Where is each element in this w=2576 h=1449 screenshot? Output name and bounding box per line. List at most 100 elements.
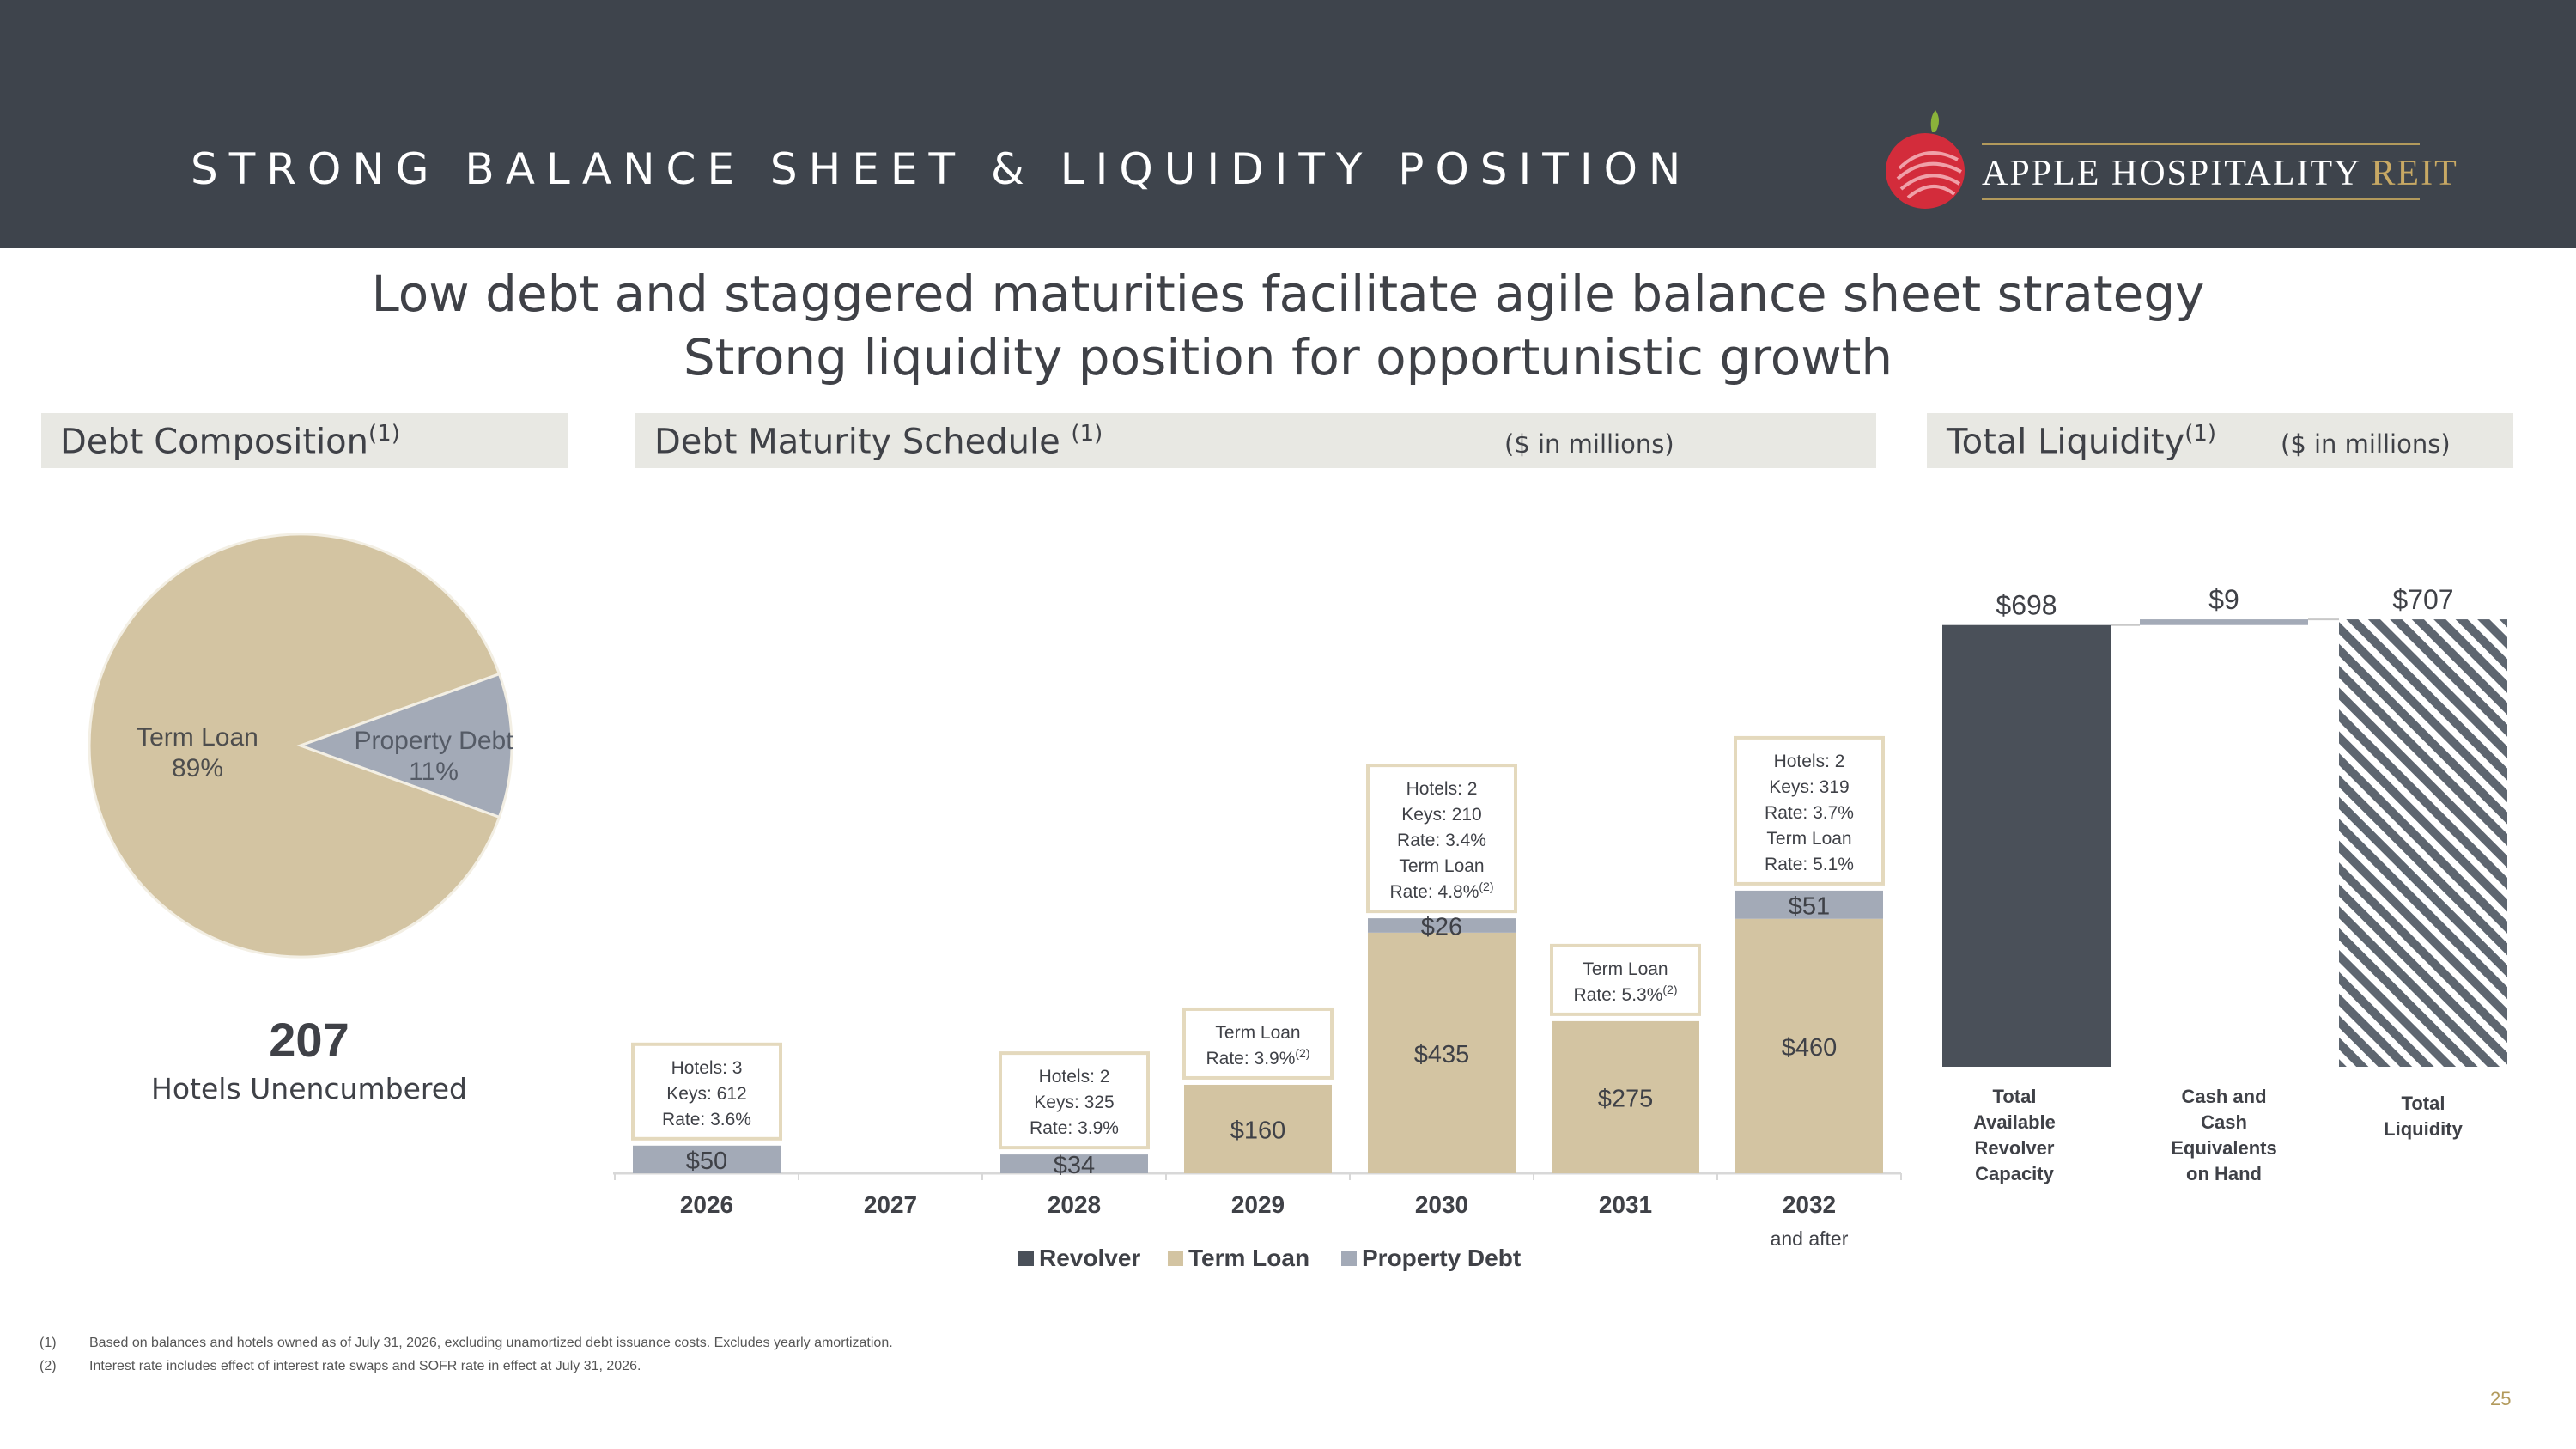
annotation-line: Hotels: 2 bbox=[1406, 779, 1478, 799]
liquidity-category-label: Available bbox=[1973, 1111, 2056, 1133]
liquidity-category-label: Equivalents bbox=[2171, 1137, 2276, 1159]
liquidity-unit: ($ in millions) bbox=[2281, 429, 2451, 459]
annotation-line: Rate: 4.8%(2) bbox=[1389, 880, 1493, 902]
annotation-line: Hotels: 3 bbox=[671, 1058, 743, 1078]
x-tick-label-2027: 2027 bbox=[864, 1191, 917, 1218]
panel-title-composition: Debt Composition(1) bbox=[60, 421, 400, 462]
annotation-line: Keys: 210 bbox=[1401, 805, 1481, 825]
liquidity-bar-1 bbox=[2140, 619, 2308, 625]
annotation-line: Keys: 319 bbox=[1769, 777, 1849, 797]
legend-label-1: Term Loan bbox=[1188, 1245, 1309, 1271]
unencumbered-count: 207 bbox=[269, 1013, 349, 1067]
chart-legend: Revolver Term Loan Property Debt bbox=[1018, 1245, 1521, 1271]
brand-rule-bottom bbox=[1982, 198, 2420, 200]
liquidity-value-label-0: $698 bbox=[1996, 590, 2057, 621]
footnote-2-number: (2) bbox=[39, 1359, 57, 1373]
x-tick-label-2030: 2030 bbox=[1415, 1191, 1468, 1218]
annotation-line: Keys: 325 bbox=[1034, 1093, 1114, 1112]
bar-value-label: $160 bbox=[1230, 1117, 1286, 1144]
annotation-box bbox=[631, 1042, 782, 1141]
annotation-line: Keys: 612 bbox=[666, 1084, 746, 1104]
liquidity-category-label: Total bbox=[1993, 1086, 2037, 1107]
annotation-line: Term Loan bbox=[1215, 1023, 1300, 1043]
annotation-line: Term Loan bbox=[1766, 829, 1851, 849]
debt-maturity-chart: $50 2026 2027 $34 2028 $160 2029 $435 $26 2030 $27… bbox=[613, 735, 1902, 1271]
x-tick-label-2026: 2026 bbox=[680, 1191, 733, 1218]
x-tick-label-2031: 2031 bbox=[1599, 1191, 1652, 1218]
pie-label-0: Term Loan bbox=[137, 723, 258, 752]
annotation-2029: Term Loan Rate: 3.9%(2) bbox=[1182, 1007, 1334, 1080]
page-title: STRONG BALANCE SHEET & LIQUIDITY POSITIO… bbox=[191, 144, 1692, 194]
panel-header-composition bbox=[41, 413, 568, 468]
liquidity-value-label-2: $707 bbox=[2392, 584, 2453, 615]
annotation-2032: Hotels: 2 Keys: 319 Rate: 3.7% Term Loan Rat… bbox=[1734, 735, 1885, 886]
bar-property-debt-2026 bbox=[633, 1145, 781, 1173]
annotation-box bbox=[1182, 1007, 1334, 1080]
annotation-line: Rate: 5.3%(2) bbox=[1573, 983, 1677, 1005]
bar-term-loan-2029 bbox=[1184, 1084, 1332, 1173]
x-tick-sublabel: and after bbox=[1771, 1227, 1849, 1250]
annotation-line: Term Loan bbox=[1583, 959, 1668, 979]
annotation-2030: Hotels: 2 Keys: 210 Rate: 3.4% Term Loan Rat… bbox=[1366, 764, 1517, 914]
bar-term-loan-2030 bbox=[1368, 932, 1516, 1173]
panel-header-maturity bbox=[635, 413, 1876, 468]
headline-line-2: Strong liquidity position for opportunis… bbox=[683, 328, 1893, 387]
pie-label-1: Property Debt bbox=[354, 727, 513, 755]
x-tick-label-2028: 2028 bbox=[1048, 1191, 1101, 1218]
liquidity-category-label: on Hand bbox=[2186, 1163, 2262, 1184]
legend-swatch-0 bbox=[1018, 1251, 1034, 1266]
annotation-2026: Hotels: 3 Keys: 612 Rate: 3.6% bbox=[631, 1042, 782, 1141]
brand-wordmark: APPLE HOSPITALITY REIT bbox=[1982, 153, 2458, 194]
bar-property-debt-2030 bbox=[1368, 918, 1516, 933]
liquidity-bar-2 bbox=[2339, 619, 2507, 1067]
unencumbered-caption: Hotels Unencumbered bbox=[151, 1072, 467, 1105]
annotation-line: Rate: 3.6% bbox=[662, 1110, 751, 1129]
brand-rule-top bbox=[1982, 143, 2420, 145]
annotation-2028: Hotels: 2 Keys: 325 Rate: 3.9% bbox=[999, 1051, 1150, 1150]
bar-term-loan-2032 bbox=[1735, 918, 1883, 1173]
panel-title-maturity: Debt Maturity Schedule (1) bbox=[654, 421, 1103, 462]
total-liquidity-chart: $698 Total Available Revolver Capacity $9 Cash… bbox=[1942, 584, 2507, 1184]
x-tick-label-2032: 2032 bbox=[1783, 1191, 1836, 1218]
brand-name: APPLE HOSPITALITY bbox=[1982, 154, 2360, 193]
footnote-2-text: Interest rate includes effect of interes… bbox=[89, 1359, 641, 1373]
pie-percent-1: 11% bbox=[409, 758, 459, 786]
maturity-unit: ($ in millions) bbox=[1504, 429, 1674, 459]
pie-slice-property-debt bbox=[296, 672, 513, 819]
brand-suffix: REIT bbox=[2371, 154, 2458, 193]
liquidity-category-label: Cash and bbox=[2181, 1086, 2266, 1107]
annotation-line: Term Loan bbox=[1399, 856, 1484, 876]
legend-swatch-2 bbox=[1341, 1251, 1357, 1266]
annotation-box bbox=[1734, 735, 1885, 886]
annotation-line: Rate: 5.1% bbox=[1765, 855, 1854, 874]
page-number: 25 bbox=[2490, 1388, 2512, 1409]
legend-label-2: Property Debt bbox=[1362, 1245, 1521, 1271]
header-bar bbox=[0, 0, 2576, 248]
annotation-line: Hotels: 2 bbox=[1039, 1067, 1110, 1087]
annotation-box bbox=[1550, 943, 1701, 1016]
liquidity-value-label-1: $9 bbox=[2208, 584, 2239, 615]
annotation-line: Hotels: 2 bbox=[1774, 752, 1845, 771]
bar-term-loan-2031 bbox=[1552, 1020, 1699, 1173]
annotation-line: Rate: 3.9% bbox=[1030, 1118, 1119, 1138]
liquidity-category-label: Capacity bbox=[1975, 1163, 2054, 1184]
legend-label-0: Revolver bbox=[1039, 1245, 1140, 1271]
liquidity-category-label: Total bbox=[2402, 1093, 2445, 1114]
liquidity-category-label: Revolver bbox=[1975, 1137, 2055, 1159]
annotation-line: Rate: 3.9%(2) bbox=[1206, 1046, 1309, 1068]
pie-percent-0: 89% bbox=[172, 754, 223, 782]
panel-header-liquidity bbox=[1927, 413, 2513, 468]
liquidity-category-label: Liquidity bbox=[2384, 1118, 2463, 1140]
bar-value-label: $435 bbox=[1414, 1041, 1470, 1068]
headline-line-1: Low debt and staggered maturities facili… bbox=[371, 265, 2205, 323]
bar-value-label: $275 bbox=[1598, 1085, 1654, 1112]
bar-value-label: $26 bbox=[1421, 913, 1462, 941]
legend-swatch-1 bbox=[1168, 1251, 1183, 1266]
x-tick-label-2029: 2029 bbox=[1231, 1191, 1285, 1218]
bar-value-label: $50 bbox=[686, 1148, 727, 1175]
annotation-box bbox=[999, 1051, 1150, 1150]
bar-value-label: $34 bbox=[1054, 1152, 1095, 1179]
pie-slice-term-loan bbox=[88, 533, 501, 959]
panel-title-liquidity: Total Liquidity(1) bbox=[1947, 421, 2217, 462]
